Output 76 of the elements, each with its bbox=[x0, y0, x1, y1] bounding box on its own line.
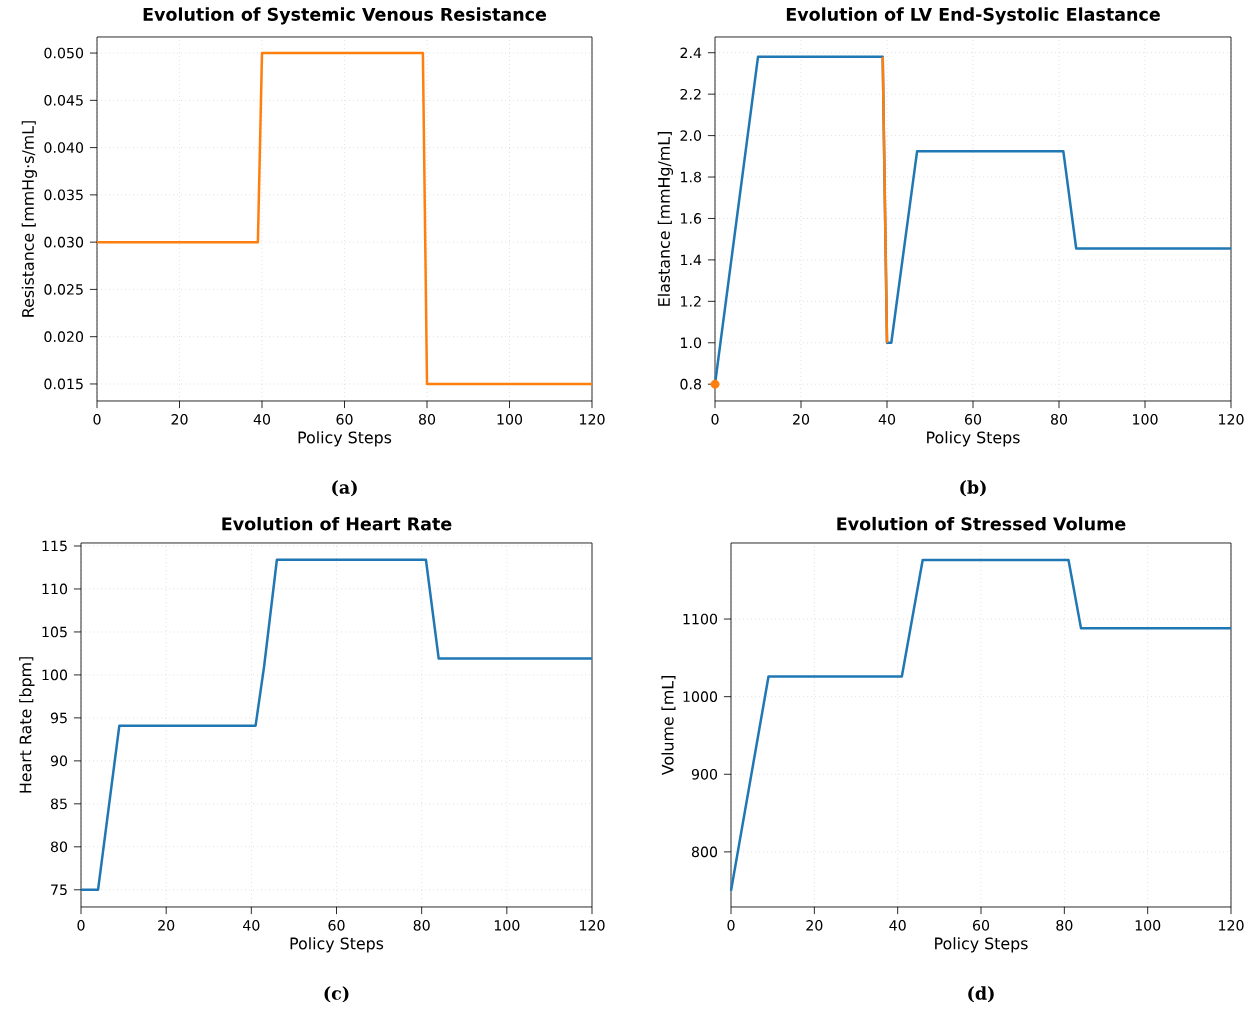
y-tick-label: 1.4 bbox=[681, 254, 702, 266]
x-tick-label: 120 bbox=[1219, 919, 1244, 931]
x-tick-label: 0 bbox=[77, 919, 85, 931]
x-tick-label: 40 bbox=[878, 413, 896, 425]
y-tick-label: 110 bbox=[42, 583, 68, 595]
y-tick-label: 105 bbox=[42, 626, 67, 638]
y-tick-label: 1.2 bbox=[681, 296, 701, 307]
y-tick-label: 0.025 bbox=[44, 284, 83, 295]
x-tick-label: 60 bbox=[328, 919, 345, 931]
x-tick-label: 20 bbox=[158, 919, 175, 931]
x-axis-title: Policy Steps bbox=[290, 937, 384, 953]
x-axis-title: Policy Steps bbox=[935, 937, 1028, 953]
y-tick-label: 115 bbox=[42, 540, 67, 552]
text: (c) bbox=[324, 986, 349, 1003]
x-tick-label: 100 bbox=[497, 413, 523, 425]
x-tick-label: 60 bbox=[972, 919, 990, 931]
y-tick-label: 2.2 bbox=[680, 88, 701, 100]
x-tick-label: 20 bbox=[171, 413, 188, 425]
x-axis-title: Policy Steps bbox=[298, 431, 392, 447]
y-tick-label: 0.050 bbox=[44, 47, 84, 59]
x-tick-label: 60 bbox=[336, 413, 353, 425]
x-tick-label: 100 bbox=[1133, 413, 1158, 425]
y-tick-label: 0.8 bbox=[680, 378, 702, 390]
x-tick-label: 120 bbox=[580, 919, 605, 931]
y-tick-label: 75 bbox=[51, 884, 67, 896]
text: (d) bbox=[968, 986, 994, 1003]
y-tick-label: 900 bbox=[691, 768, 718, 780]
x-tick-label: 100 bbox=[1135, 919, 1161, 931]
y-tick-label: 2.0 bbox=[680, 130, 702, 141]
y-axis-title: Heart Rate [bpm] bbox=[19, 657, 35, 793]
x-tick-label: 80 bbox=[418, 413, 436, 425]
x-tick-label: 80 bbox=[413, 919, 430, 931]
chart-title: Evolution of Heart Rate bbox=[222, 516, 452, 531]
y-tick-label: 800 bbox=[691, 846, 718, 858]
y-tick-label: 0.015 bbox=[44, 378, 83, 390]
y-tick-label: 0.020 bbox=[44, 331, 84, 343]
y-tick-label: 80 bbox=[50, 841, 68, 853]
chart-title: Evolution of Systemic Venous Resistance bbox=[143, 7, 547, 25]
x-tick-label: 0 bbox=[727, 919, 735, 931]
line-series bbox=[79, 558, 594, 892]
y-tick-label: 0.040 bbox=[44, 142, 84, 153]
x-axis-title: Policy Steps bbox=[927, 431, 1020, 447]
y-tick-label: 95 bbox=[50, 712, 67, 724]
y-tick-label: 85 bbox=[50, 798, 67, 810]
line-series bbox=[729, 558, 1233, 892]
x-tick-label: 120 bbox=[1219, 413, 1244, 425]
y-tick-label: 2.4 bbox=[680, 47, 702, 58]
x-tick-label: 40 bbox=[243, 919, 260, 931]
y-tick-label: 1.6 bbox=[681, 213, 702, 224]
y-tick-label: 0.045 bbox=[44, 94, 83, 106]
x-tick-label: 40 bbox=[253, 413, 271, 425]
y-axis-title: Elastance [mmHg/mL] bbox=[657, 132, 674, 306]
y-axis-title: Resistance [mmHg·s/mL] bbox=[21, 121, 38, 317]
x-tick-label: 20 bbox=[793, 413, 810, 425]
y-tick-label: 0.035 bbox=[44, 189, 83, 201]
chart-title: Evolution of Stressed Volume bbox=[837, 516, 1126, 531]
x-tick-label: 100 bbox=[494, 919, 520, 931]
y-tick-label: 1100 bbox=[683, 613, 718, 625]
x-tick-label: 80 bbox=[1050, 413, 1068, 425]
y-tick-label: 1.8 bbox=[681, 171, 702, 183]
y-tick-label: 100 bbox=[42, 669, 68, 681]
y-tick-label: 90 bbox=[50, 755, 68, 767]
x-tick-label: 40 bbox=[889, 919, 906, 931]
y-tick-label: 0.030 bbox=[44, 236, 84, 248]
y-tick-label: 1.0 bbox=[681, 337, 702, 349]
x-tick-label: 80 bbox=[1056, 919, 1073, 931]
x-tick-label: 120 bbox=[580, 413, 605, 425]
text: (a) bbox=[332, 480, 357, 497]
x-tick-label: 60 bbox=[964, 413, 982, 425]
y-axis-title: Volume [mL] bbox=[661, 676, 676, 776]
x-tick-label: 20 bbox=[806, 919, 823, 931]
y-tick-label: 1000 bbox=[683, 691, 718, 703]
chart-title: Evolution of LV End-Systolic Elastance bbox=[786, 7, 1160, 25]
text: (b) bbox=[960, 480, 986, 497]
x-tick-label: 0 bbox=[93, 413, 101, 425]
x-tick-label: 0 bbox=[711, 413, 719, 425]
